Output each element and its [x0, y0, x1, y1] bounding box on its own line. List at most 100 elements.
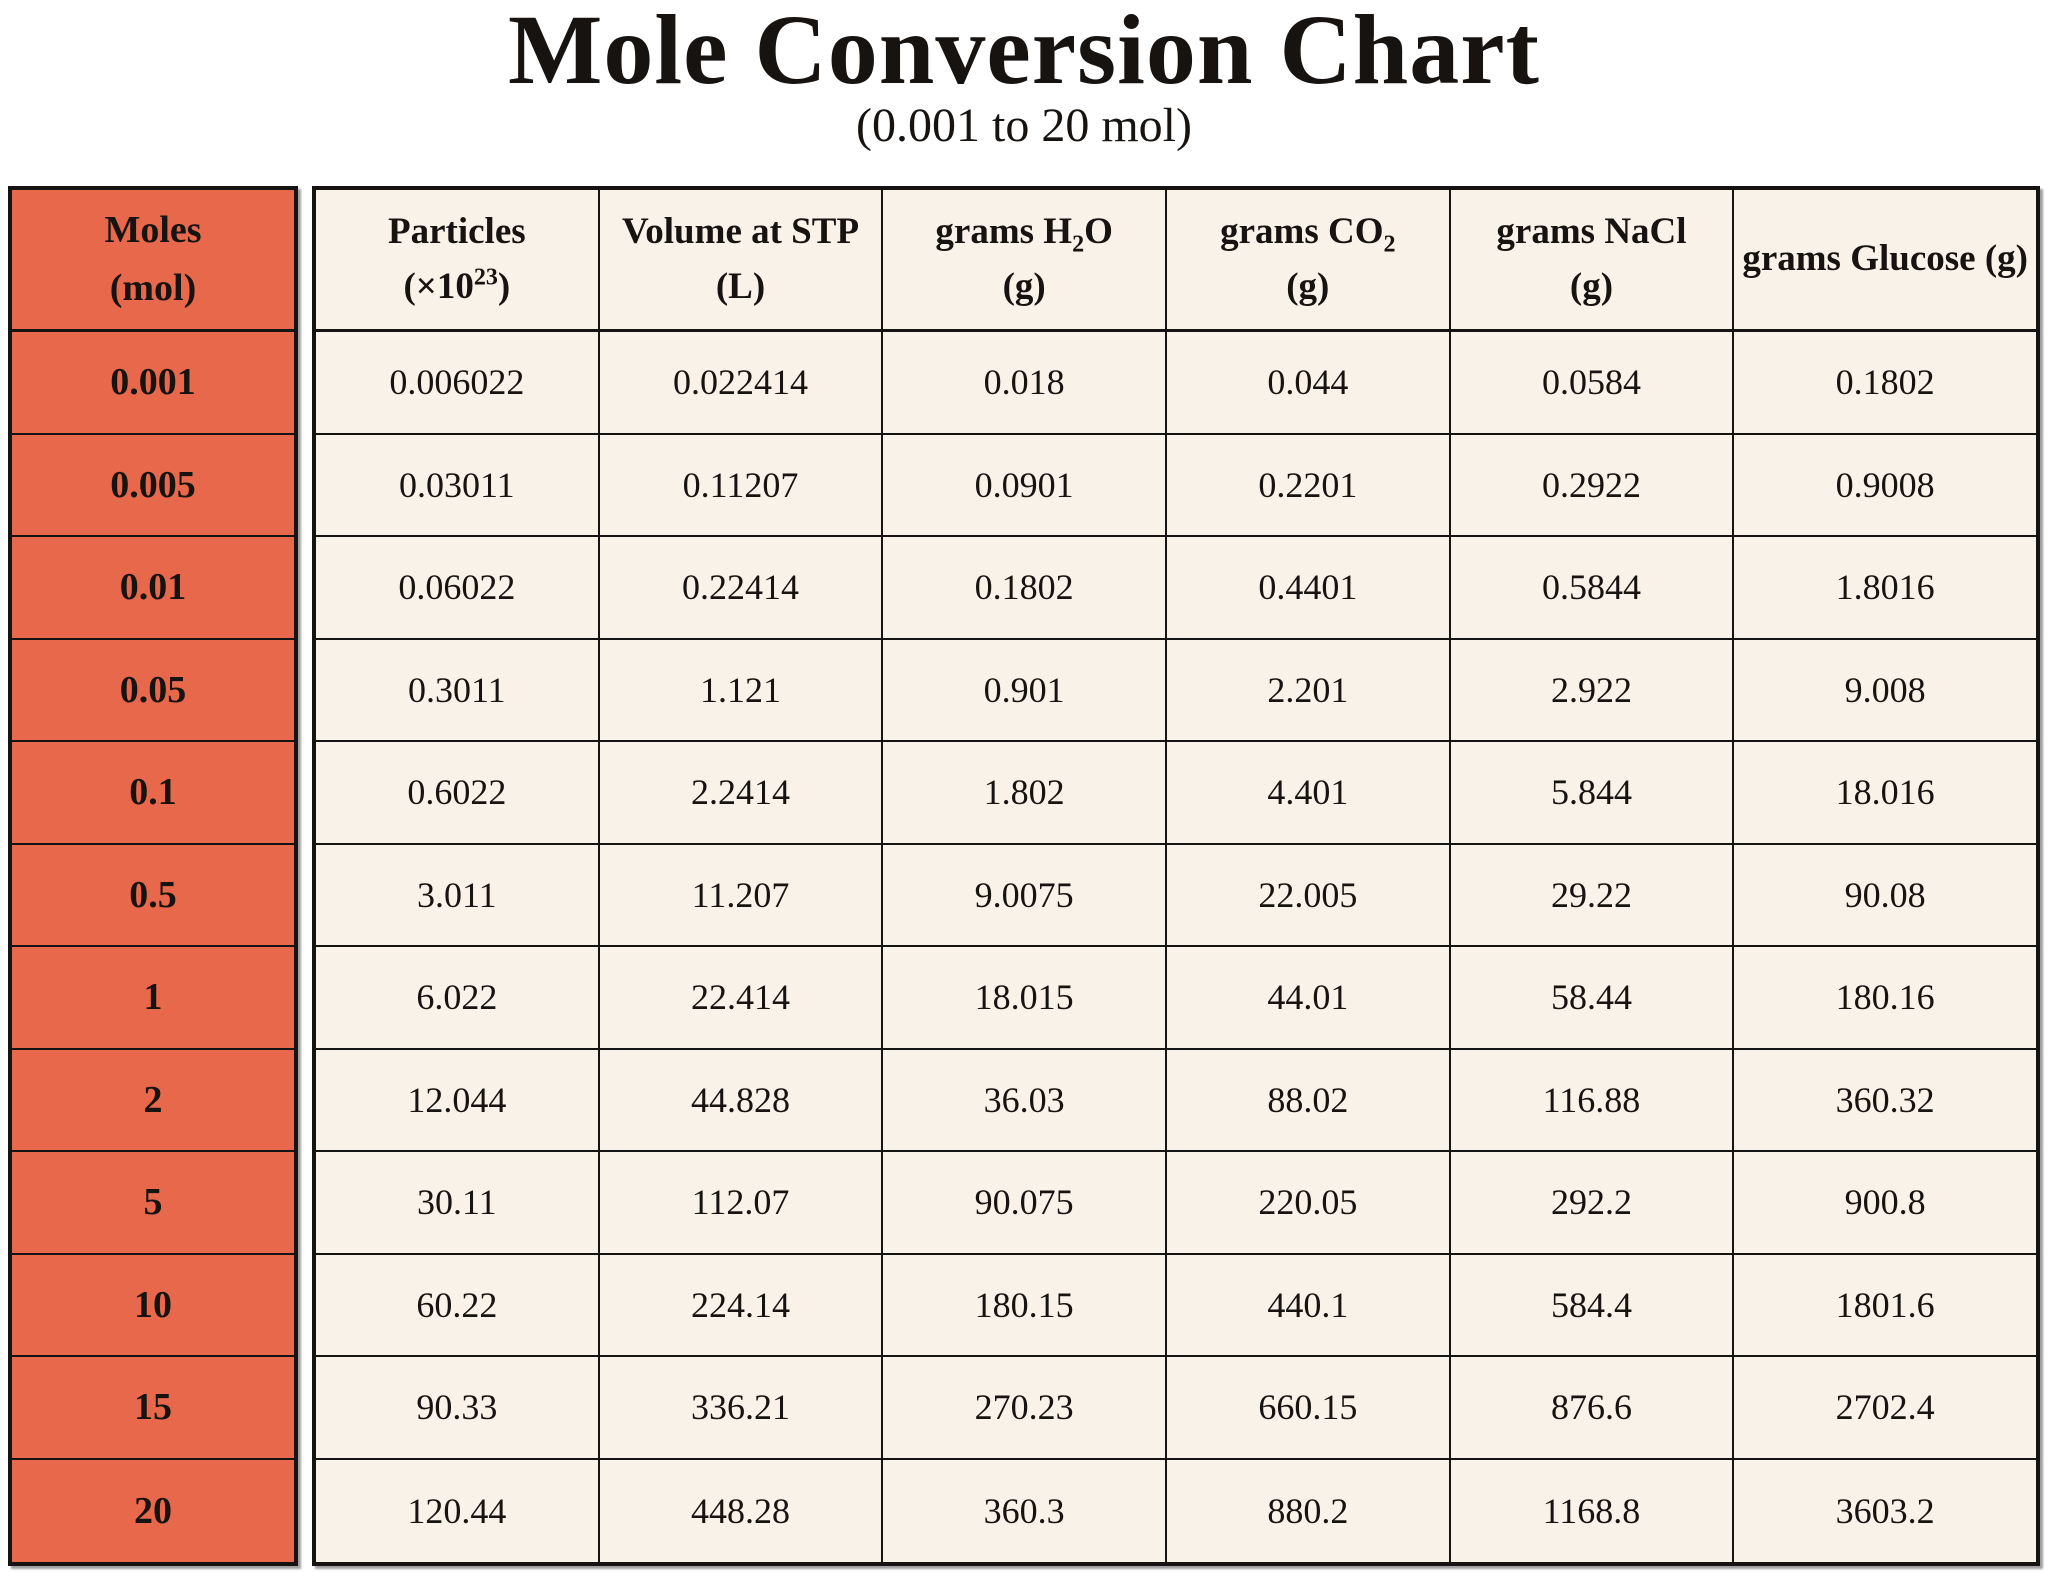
table-cell: 0.9008: [1734, 435, 2036, 537]
table-cell: 0.0901: [883, 434, 1167, 537]
header-line: (g): [1286, 266, 1329, 308]
table-cell: 0.0584: [1450, 332, 1735, 435]
table-cell: 6.022: [316, 947, 600, 1050]
table-cell: 0.022414: [599, 332, 884, 435]
moles-column: Moles (mol) 0.001 0.005 0.01 0.05 0.1 0.5 1 2 5 1…: [8, 186, 298, 1566]
table-cell: 360.32: [1734, 1050, 2036, 1152]
moles-value-cell: 0.001: [12, 332, 294, 435]
column-header-grams-nacl: grams NaCl (g): [1450, 190, 1735, 332]
text-segment: grams CO: [1220, 210, 1384, 252]
table-cell: 2.201: [1166, 639, 1451, 742]
table-cell: 2702.4: [1734, 1357, 2036, 1460]
table-cell: 30.11: [316, 1152, 600, 1255]
table-cell: 58.44: [1450, 947, 1735, 1050]
table-cell: 880.2: [1167, 1459, 1451, 1562]
table-cell: 36.03: [883, 1049, 1167, 1152]
table-cell: 120.44: [316, 1459, 600, 1562]
table-cell: 0.11207: [599, 434, 884, 537]
table-cell: 116.88: [1450, 1049, 1735, 1152]
subscript: 2: [1072, 231, 1085, 258]
text-segment: O: [1084, 210, 1113, 252]
table-cell: 900.8: [1734, 1152, 2036, 1255]
header-line: grams CO2: [1220, 210, 1395, 256]
text-segment: grams Glucose (g): [1742, 238, 2028, 280]
table-cell: 0.03011: [316, 434, 600, 537]
table-cell: 90.33: [316, 1357, 600, 1460]
header-line: (g): [1570, 266, 1613, 308]
header-line: Particles: [388, 210, 526, 253]
table-cell: 88.02: [1166, 1049, 1451, 1152]
text-segment: Particles: [388, 210, 526, 252]
conversion-table: Particles (×1023) Volume at STP (L) grams H2…: [312, 186, 2040, 1566]
header-line: grams Glucose (g): [1742, 238, 2028, 280]
table-cell: 660.15: [1166, 1357, 1451, 1460]
table-cell: 0.6022: [316, 742, 600, 845]
column-header-grams-h2o: grams H2O (g): [883, 190, 1167, 332]
moles-value-cell: 10: [12, 1255, 294, 1357]
title-block: Mole Conversion Chart (0.001 to 20 mol): [0, 0, 2048, 150]
chart-subtitle: (0.001 to 20 mol): [856, 99, 1192, 152]
table-cell: 3603.2: [1835, 1490, 1935, 1531]
table-cell: 360.3: [883, 1459, 1167, 1562]
header-line: Volume at STP: [621, 210, 860, 253]
table-cell: 336.21: [599, 1357, 884, 1460]
moles-column-header: Moles (mol): [12, 190, 294, 332]
moles-header-line2: (mol): [109, 266, 197, 309]
table-cell: 0.2922: [1450, 434, 1735, 537]
table-cell: 1801.6: [1734, 1255, 2036, 1357]
moles-value-cell: 0.01: [12, 537, 294, 640]
table-cell: 0.3011: [316, 639, 600, 742]
moles-value-cell: 15: [12, 1357, 294, 1460]
table-cell: 29.22: [1450, 844, 1735, 947]
table-cell: 22.414: [599, 947, 884, 1050]
moles-value-cell: 20: [134, 1489, 172, 1532]
table-cell: 0.006022: [316, 332, 600, 435]
table-cell: 60.22: [316, 1254, 600, 1357]
moles-value-cell: 1: [12, 947, 294, 1050]
moles-value-cell: 0.05: [12, 640, 294, 742]
table-cell: 2.2414: [599, 742, 884, 845]
tables-wrap: Moles (mol) 0.001 0.005 0.01 0.05 0.1 0.5 1 2 5 1…: [8, 186, 2040, 1566]
table-cell: 1.121: [599, 639, 884, 742]
table-cell: 1.8016: [1734, 537, 2036, 640]
table-cell: 90.08: [1734, 845, 2036, 947]
table-cell: 0.4401: [1166, 537, 1451, 640]
table-cell: 292.2: [1450, 1152, 1735, 1255]
table-cell: 0.5844: [1450, 537, 1735, 640]
table-cell: 180.15: [883, 1254, 1167, 1357]
superscript: 23: [473, 264, 498, 291]
table-cell: 112.07: [599, 1152, 884, 1255]
text-segment: ): [497, 265, 511, 307]
table-cell: 44.01: [1166, 947, 1451, 1050]
moles-value-cell: 0.1: [12, 742, 294, 845]
column-header-particles: Particles (×1023): [316, 190, 600, 332]
table-cell: 220.05: [1166, 1152, 1451, 1255]
column-header-grams-co2: grams CO2 (g): [1166, 190, 1451, 332]
column-header-grams-glucose: grams Glucose (g): [1734, 190, 2036, 332]
moles-value-cell: 2: [12, 1050, 294, 1152]
moles-value-cell: 0.005: [12, 435, 294, 537]
table-cell: 1168.8: [1451, 1459, 1735, 1562]
header-line: (g): [1003, 266, 1046, 308]
table-cell: 18.015: [883, 947, 1167, 1050]
table-cell: 0.018: [883, 332, 1167, 435]
table-cell: 0.1802: [883, 537, 1167, 640]
table-cell: 2.922: [1450, 639, 1735, 742]
moles-value-cell: 5: [12, 1152, 294, 1255]
table-cell: 9.0075: [883, 844, 1167, 947]
table-cell: 584.4: [1450, 1254, 1735, 1357]
subscript: 2: [1383, 231, 1396, 258]
table-cell: 90.075: [883, 1152, 1167, 1255]
text-segment: (×10: [403, 265, 474, 307]
table-cell: 22.005: [1166, 844, 1451, 947]
text-segment: Volume at STP: [621, 210, 860, 252]
table-cell: 12.044: [316, 1049, 600, 1152]
column-gap: [298, 186, 312, 1566]
table-cell: 270.23: [883, 1357, 1167, 1460]
table-cell: 4.401: [1166, 742, 1451, 845]
table-cell: 0.22414: [599, 537, 884, 640]
table-cell: 448.28: [600, 1459, 884, 1562]
table-cell: 876.6: [1450, 1357, 1735, 1460]
header-line: grams H2O: [935, 210, 1113, 256]
